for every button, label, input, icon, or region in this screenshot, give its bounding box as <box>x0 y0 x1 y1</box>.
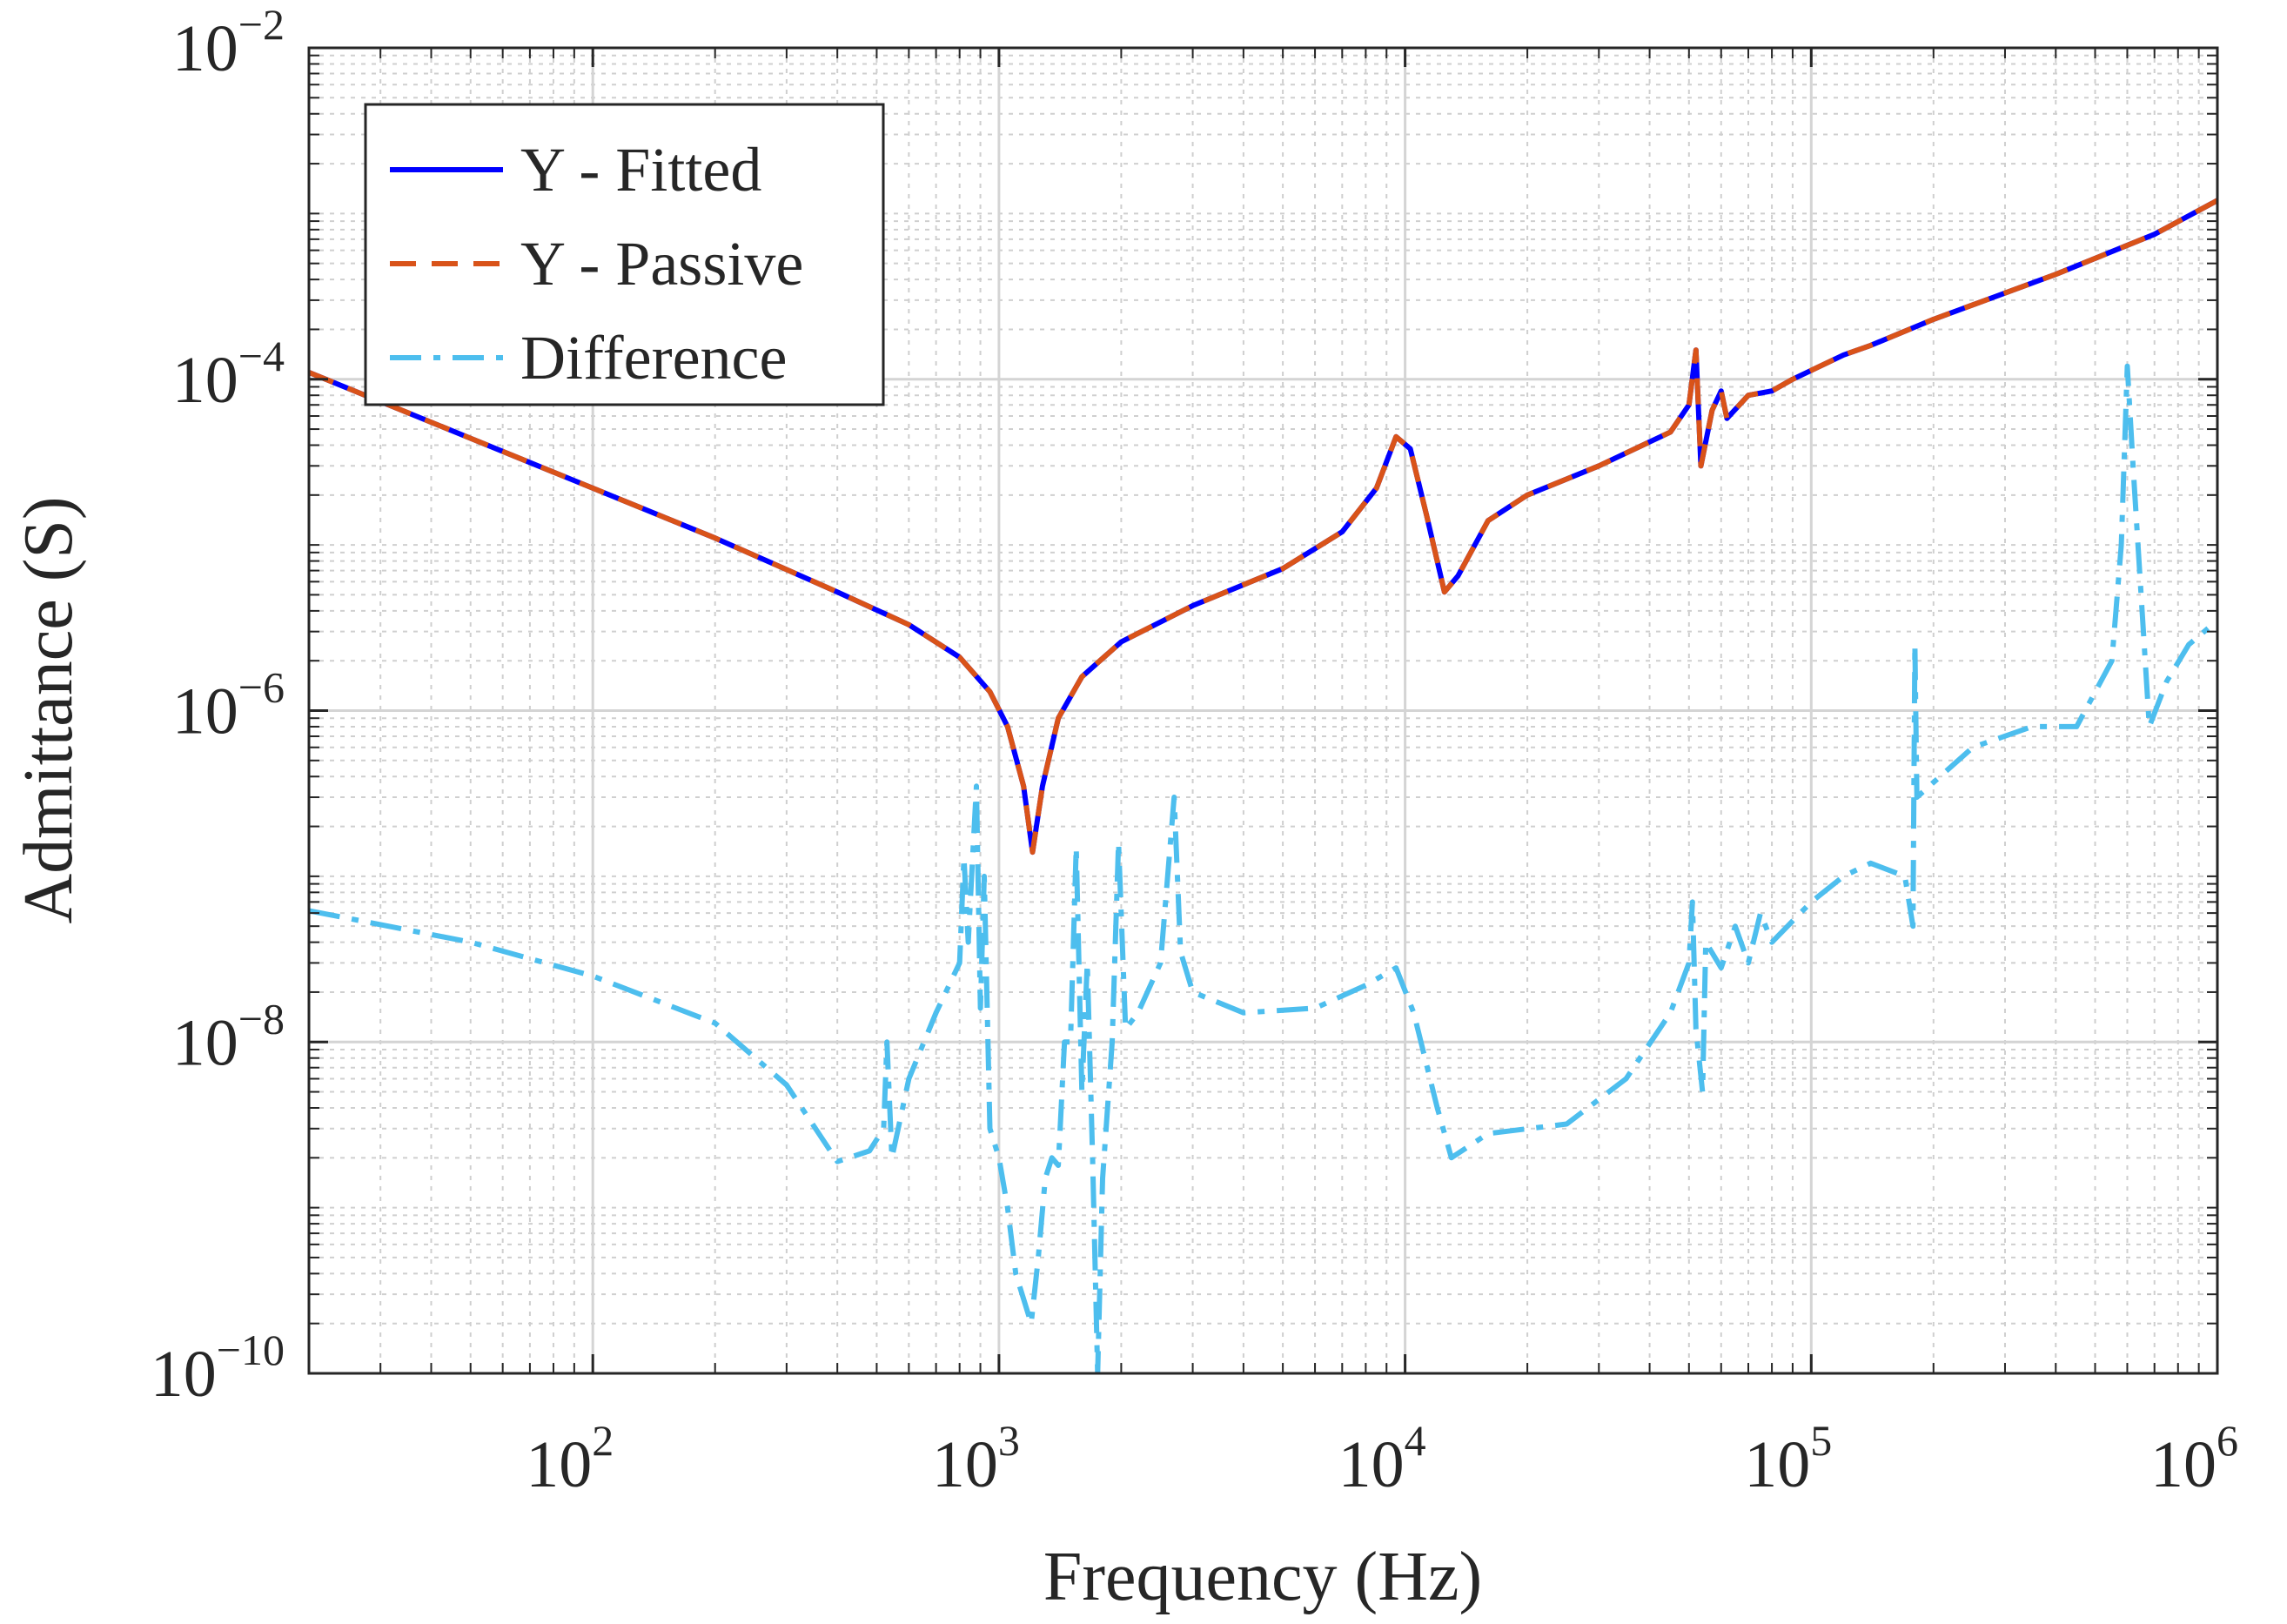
x-tick-label: 103 <box>932 1416 1020 1501</box>
x-tick-label: 106 <box>2150 1416 2238 1501</box>
y-tick-label: 10−2 <box>172 0 285 85</box>
y-axis-title: Admittance (S) <box>10 497 87 924</box>
y-tick-labels: 10−10 10−8 10−6 10−4 10−2 <box>151 0 285 1411</box>
series-y-passive <box>309 198 2217 856</box>
x-tick-label: 102 <box>526 1416 614 1501</box>
legend-label: Y - Fitted <box>520 135 761 205</box>
x-tick-labels: 102 103 104 105 106 <box>526 1416 2238 1501</box>
x-tick-label: 105 <box>1744 1416 1832 1501</box>
y-tick-label: 10−8 <box>172 994 285 1079</box>
y-tick-label: 10−10 <box>151 1325 285 1411</box>
y-tick-label: 10−4 <box>172 332 285 417</box>
series-layer <box>309 198 2217 1373</box>
x-axis-title: Frequency (Hz) <box>1043 1539 1482 1615</box>
legend-label: Difference <box>520 323 787 393</box>
legend: Y - Fitted Y - Passive Difference <box>364 103 885 406</box>
legend-label: Y - Passive <box>520 229 803 299</box>
series-difference <box>309 363 2217 1373</box>
x-tick-label: 104 <box>1338 1416 1426 1501</box>
tick-marks <box>308 46 2219 1375</box>
legend-box <box>364 103 885 406</box>
y-tick-label: 10−6 <box>172 663 285 748</box>
